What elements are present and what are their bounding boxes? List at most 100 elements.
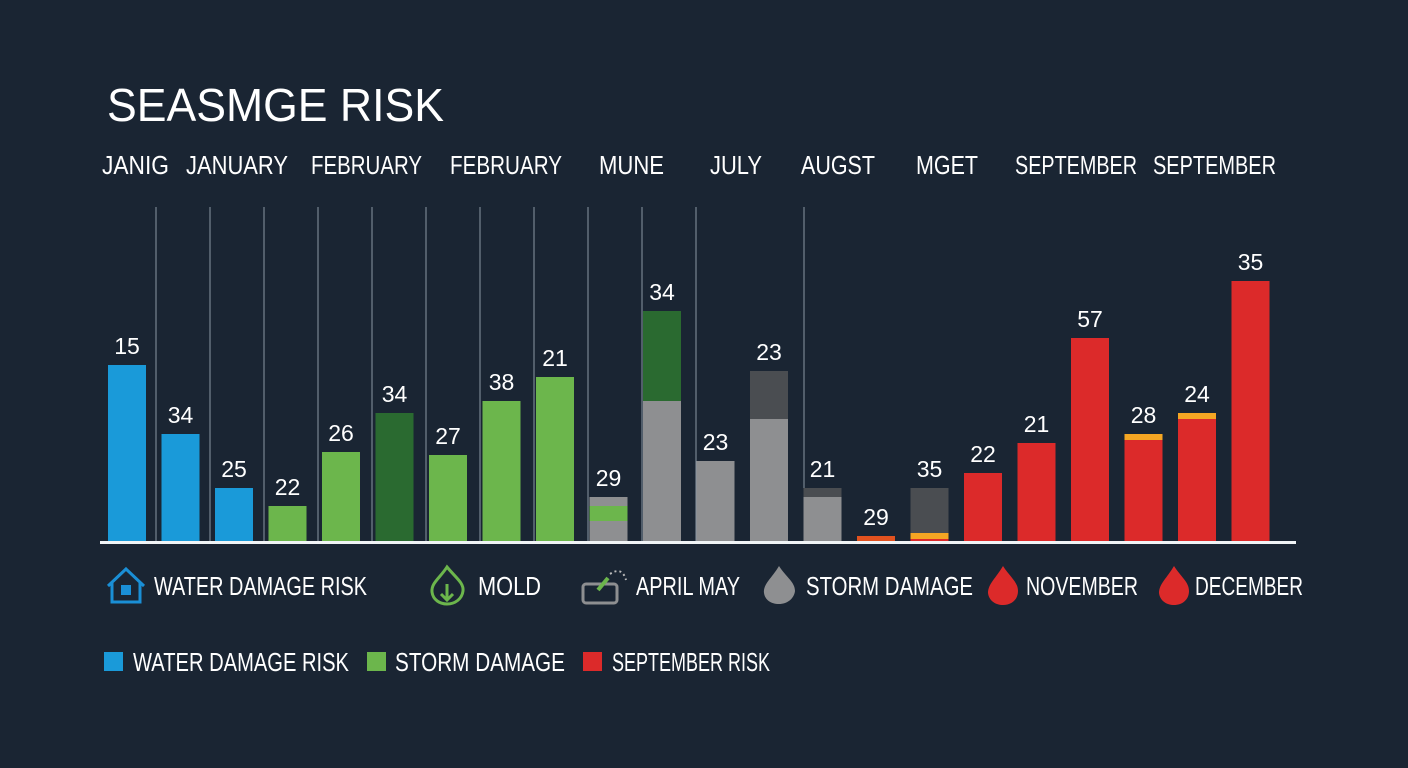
bar [696,461,735,542]
bar-segment [322,452,360,542]
legend-swatch [104,652,123,671]
data-label: 21 [810,456,836,482]
bar [1124,434,1163,542]
legend-label: WATER DAMAGE RISK [133,647,350,677]
flame-icon [1159,566,1189,605]
chart-title: SEASMGE RISK [107,79,444,131]
data-label: 35 [1238,249,1264,275]
bar-segment [643,311,681,401]
bar [108,365,146,542]
icon-legend-label: MOLD [478,571,541,601]
month-label: MGET [916,150,978,180]
data-label: 57 [1077,306,1103,332]
data-label: 23 [756,339,782,365]
month-label: JULY [710,150,762,180]
data-label: 22 [275,474,301,500]
data-label: 23 [703,429,729,455]
icon-legend-label: APRIL MAY [636,571,740,601]
data-label: 24 [1184,381,1210,407]
data-label: 15 [114,333,140,359]
bar-segment [375,413,414,542]
bar [589,497,628,542]
bar-segment [803,488,842,497]
bar-segment [910,539,949,542]
house-icon [106,566,146,604]
data-label: 34 [382,381,408,407]
data-label: 29 [863,504,889,530]
bar-segment [482,401,521,542]
bar-segment [964,473,1002,542]
flame-icon [988,566,1018,605]
bar-segment [215,488,253,542]
bar-segment [803,497,842,542]
bar-segment [696,461,735,542]
bar [215,488,253,542]
data-label: 21 [542,345,568,371]
bar [1231,281,1270,542]
bar-segment [589,497,628,506]
icon-legend-label: NOVEMBER [1026,571,1138,601]
month-label: FEBRUARY [311,150,422,180]
bar-segment [589,506,628,521]
bar-segment [1017,443,1056,542]
month-label: JANIG [102,150,169,180]
bar-segment [536,377,574,542]
month-label: AUGST [801,150,875,180]
bar [1071,338,1109,542]
bar-segment [750,371,788,419]
bar [1017,443,1056,542]
month-labels: JANIG JANUARY FEBRUARY FEBRUARY MUNE JUL… [102,150,1276,180]
bar [643,311,681,542]
bar [322,452,360,542]
bars [108,281,1270,542]
data-label: 34 [168,402,194,428]
bar-segment [910,533,949,539]
bar-segment [429,455,467,542]
bar-segment [1231,281,1270,542]
bar [268,506,307,542]
bar-segment [268,506,307,542]
icon-legend-label: STORM DAMAGE [806,571,973,601]
data-labels: 15 34 25 22 26 34 27 38 21 29 34 23 23 21 29 35 22 21 57 28… [114,249,1263,530]
icon-legend-label: DECEMBER [1195,571,1303,601]
data-label: 34 [649,279,675,305]
icon-legend-label: WATER DAMAGE RISK [154,571,367,601]
legend-swatch [583,652,602,671]
bar-segment [161,434,200,542]
card-pen-icon [581,570,627,605]
month-label: SEPTEMBER [1015,150,1137,180]
bar [429,455,467,542]
data-label: 21 [1024,411,1050,437]
month-label: FEBRUARY [450,150,562,180]
flame-icon [430,564,465,606]
bar-segment [1071,338,1109,542]
data-label: 35 [917,456,943,482]
bar [161,434,200,542]
month-label: JANUARY [186,150,288,180]
data-label: 26 [328,420,354,446]
bar [375,413,414,542]
gridlines [155,207,805,542]
legend: WATER DAMAGE RISK STORM DAMAGE SEPTEMBER… [104,647,770,677]
data-label: 38 [489,369,515,395]
data-label: 29 [596,465,622,491]
bar [964,473,1002,542]
bar [1178,413,1216,542]
data-label: 22 [970,441,996,467]
month-label: MUNE [599,150,664,180]
flame-icon [763,566,795,604]
month-label: SEPTEMBER [1153,150,1276,180]
bar-segment [910,488,949,533]
data-label: 27 [435,423,461,449]
bar [750,371,788,542]
legend-label: STORM DAMAGE [395,647,565,677]
bar-segment [1124,434,1163,440]
data-label: 25 [221,456,247,482]
bar-segment [643,401,681,542]
bar [857,536,895,542]
bar [536,377,574,542]
bar-segment [750,419,788,542]
bar-segment [1124,440,1163,542]
x-axis-baseline [100,541,1296,544]
